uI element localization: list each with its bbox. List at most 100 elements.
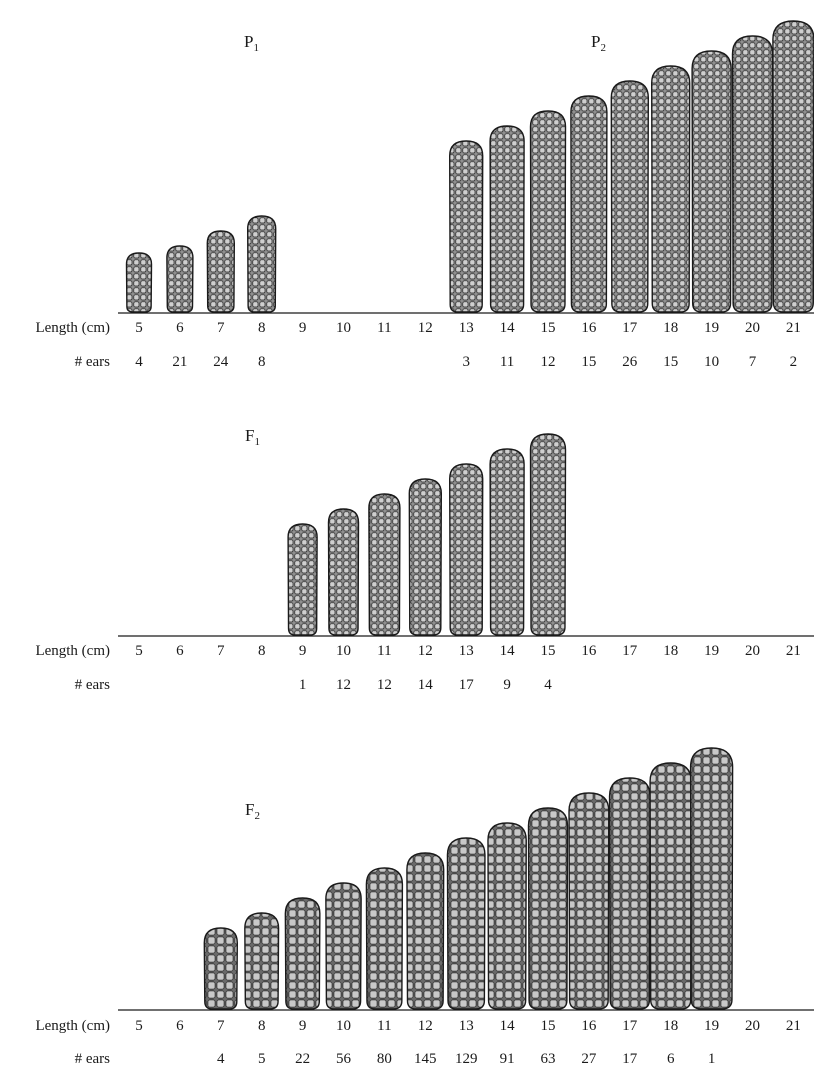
ear-count-label: 22 (295, 1051, 310, 1067)
length-tick-label: 8 (258, 320, 266, 336)
corn-ear (368, 493, 401, 636)
ears-group-parents (125, 20, 814, 313)
ear-count-label: 2 (790, 354, 798, 370)
ears-group-f1 (287, 433, 567, 636)
ear-count-label: 24 (213, 354, 229, 370)
corn-ear (527, 807, 569, 1010)
ear-counts-parents: 4 21 24 8 3 11 12 15 26 15 10 7 2 (135, 354, 797, 370)
length-tick-label: 11 (377, 1018, 391, 1034)
ear-count-label: 12 (377, 677, 392, 693)
corn-ear (325, 882, 362, 1010)
length-tick-label: 10 (336, 643, 351, 659)
length-tick-label: 9 (299, 1018, 307, 1034)
length-tick-label: 6 (176, 320, 184, 336)
ears-row-label: # ears (75, 1051, 111, 1067)
length-tick-label: 20 (745, 1018, 760, 1034)
ear-count-label: 6 (667, 1051, 675, 1067)
ear-count-label: 1 (708, 1051, 716, 1067)
corn-ear (408, 478, 443, 636)
length-tick-label: 16 (581, 1018, 597, 1034)
section-f1: F1 Length (cm) # ears 5 6 7 8 9 10 11 12 13 14 15 1… (35, 426, 814, 693)
ear-count-label: 80 (377, 1051, 392, 1067)
length-tick-label: 14 (500, 643, 516, 659)
length-ticks-f2: 5 6 7 8 9 10 11 12 13 14 15 16 17 18 19 20 21 (135, 1018, 801, 1034)
length-tick-label: 7 (217, 1018, 225, 1034)
length-tick-label: 8 (258, 643, 266, 659)
length-tick-label: 5 (135, 320, 143, 336)
corn-ear (489, 448, 525, 636)
panel-title-p2: P2 (591, 32, 606, 54)
length-tick-label: 13 (459, 320, 474, 336)
corn-ear (568, 792, 610, 1010)
corn-ear (284, 897, 321, 1010)
corn-ear (166, 245, 194, 313)
corn-ear (327, 508, 360, 636)
length-tick-label: 6 (176, 643, 184, 659)
ear-counts-f1: 1 12 12 14 17 9 4 (299, 677, 552, 693)
panel-title-f2: F2 (245, 800, 260, 822)
corn-ear (689, 747, 734, 1010)
length-tick-label: 16 (581, 320, 597, 336)
length-tick-label: 18 (663, 643, 678, 659)
length-tick-label: 17 (622, 643, 638, 659)
length-tick-label: 18 (663, 1018, 678, 1034)
length-tick-label: 19 (704, 1018, 719, 1034)
length-tick-label: 15 (541, 643, 556, 659)
length-row-label: Length (cm) (35, 643, 110, 659)
corn-ear (406, 852, 445, 1010)
corn-ear (529, 110, 567, 313)
corn-ear (125, 252, 153, 313)
ear-count-label: 21 (172, 354, 187, 370)
corn-ear (287, 523, 318, 636)
length-tick-label: 5 (135, 643, 143, 659)
ear-count-label: 129 (455, 1051, 478, 1067)
ear-count-label: 12 (336, 677, 351, 693)
ear-count-label: 14 (418, 677, 434, 693)
ear-count-label: 8 (258, 354, 266, 370)
corn-ear (650, 65, 691, 313)
length-tick-label: 9 (299, 643, 307, 659)
ear-count-label: 12 (541, 354, 556, 370)
length-tick-label: 10 (336, 1018, 351, 1034)
corn-ear (446, 837, 486, 1010)
length-tick-label: 5 (135, 1018, 143, 1034)
ear-count-label: 15 (663, 354, 678, 370)
section-f2: F2 Length (cm) # ears 5 6 7 8 9 10 11 12 13 14 15 1… (35, 747, 814, 1067)
corn-ear (365, 867, 404, 1010)
length-tick-label: 6 (176, 1018, 184, 1034)
corn-ear (610, 80, 650, 313)
ear-count-label: 27 (581, 1051, 597, 1067)
length-tick-label: 14 (500, 320, 516, 336)
ear-count-label: 9 (503, 677, 511, 693)
length-tick-label: 21 (786, 320, 801, 336)
corn-ear (246, 215, 277, 313)
length-tick-label: 18 (663, 320, 678, 336)
corn-ear (731, 35, 774, 313)
length-ticks-parents: 5 6 7 8 9 10 11 12 13 14 15 16 17 18 19 20 21 (135, 320, 801, 336)
ears-group-f2 (203, 747, 734, 1010)
ear-count-label: 4 (544, 677, 552, 693)
length-tick-label: 12 (418, 643, 433, 659)
length-tick-label: 7 (217, 320, 225, 336)
length-tick-label: 19 (704, 643, 719, 659)
corn-ear (203, 927, 239, 1010)
length-tick-label: 12 (418, 1018, 433, 1034)
ear-count-label: 63 (541, 1051, 556, 1067)
ear-count-label: 17 (622, 1051, 638, 1067)
ear-count-label: 26 (622, 354, 638, 370)
length-tick-label: 20 (745, 320, 760, 336)
length-tick-label: 7 (217, 643, 225, 659)
ear-count-label: 4 (217, 1051, 225, 1067)
corn-ear (244, 912, 280, 1010)
length-tick-label: 9 (299, 320, 307, 336)
ear-count-label: 15 (581, 354, 596, 370)
panel-title-p1: P1 (244, 32, 259, 54)
length-tick-label: 13 (459, 643, 474, 659)
corn-ear (649, 762, 693, 1010)
ear-count-label: 10 (704, 354, 719, 370)
ears-row-label: # ears (75, 677, 111, 693)
ear-count-label: 145 (414, 1051, 437, 1067)
panel-title-f1: F1 (245, 426, 260, 448)
ear-count-label: 3 (462, 354, 470, 370)
